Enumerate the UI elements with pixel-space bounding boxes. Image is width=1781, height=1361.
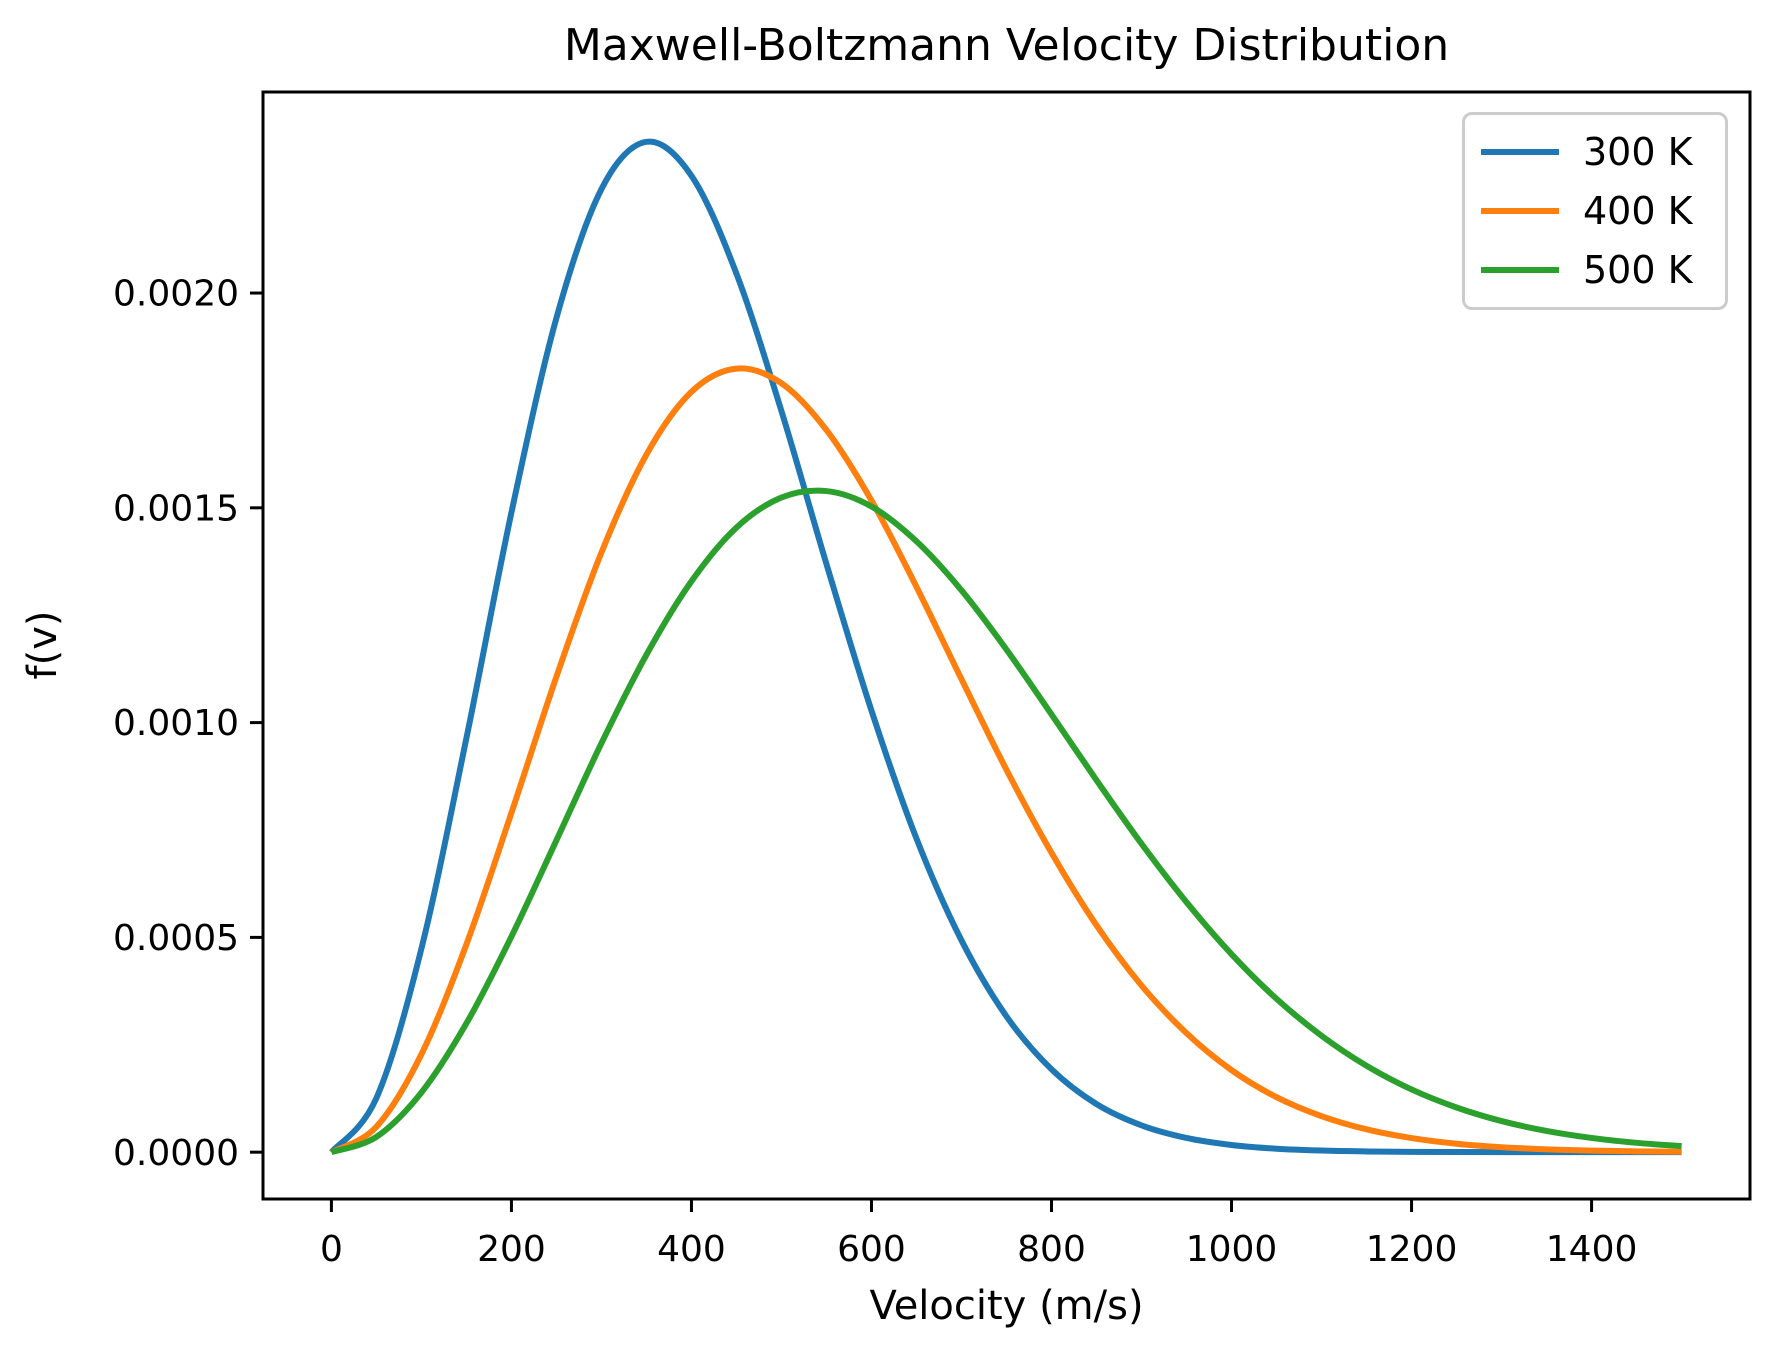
curve-300-k: [329, 138, 1682, 1156]
legend-entry: 400 K: [1465, 189, 1725, 233]
x-tick-label: 200: [477, 1229, 546, 1270]
plot-frame: [261, 90, 1752, 1201]
y-tick-label: 0.0005: [113, 918, 239, 959]
y-tick-label: 0.0000: [113, 1133, 239, 1174]
curves: [329, 138, 1682, 1156]
legend-line-swatch-300k: [1481, 149, 1559, 155]
x-tick-label: 1400: [1546, 1229, 1638, 1270]
curve-500-k: [330, 487, 1682, 1156]
curve-400-k: [329, 365, 1682, 1155]
chart-title: Maxwell-Boltzmann Velocity Distribution: [563, 20, 1450, 71]
x-tick-label: 1200: [1366, 1229, 1458, 1270]
y-axis-label: f(v): [20, 610, 66, 680]
legend-entry: 500 K: [1465, 248, 1725, 292]
x-axis-label: Velocity (m/s): [869, 1283, 1144, 1329]
x-tick-label: 400: [657, 1229, 726, 1270]
x-tick-label: 600: [837, 1229, 906, 1270]
legend-entry: 300 K: [1465, 130, 1725, 174]
x-tick-label: 1000: [1186, 1229, 1278, 1270]
x-tick-label: 0: [320, 1229, 343, 1270]
axis-ticks: 0 200 400 600 800 1000 1200 1400 0.0000 0.0005 0.0…: [113, 274, 1637, 1270]
legend-label: 400 K: [1583, 189, 1693, 233]
legend-line-swatch-500k: [1481, 267, 1559, 273]
legend: 300 K 400 K 500 K: [1462, 112, 1728, 310]
legend-label: 500 K: [1583, 248, 1693, 292]
y-tick-label: 0.0020: [113, 274, 239, 315]
legend-line-swatch-400k: [1481, 208, 1559, 214]
x-tick-label: 800: [1017, 1229, 1086, 1270]
legend-label: 300 K: [1583, 130, 1693, 174]
y-tick-label: 0.0010: [113, 703, 239, 744]
y-tick-label: 0.0015: [113, 488, 239, 529]
